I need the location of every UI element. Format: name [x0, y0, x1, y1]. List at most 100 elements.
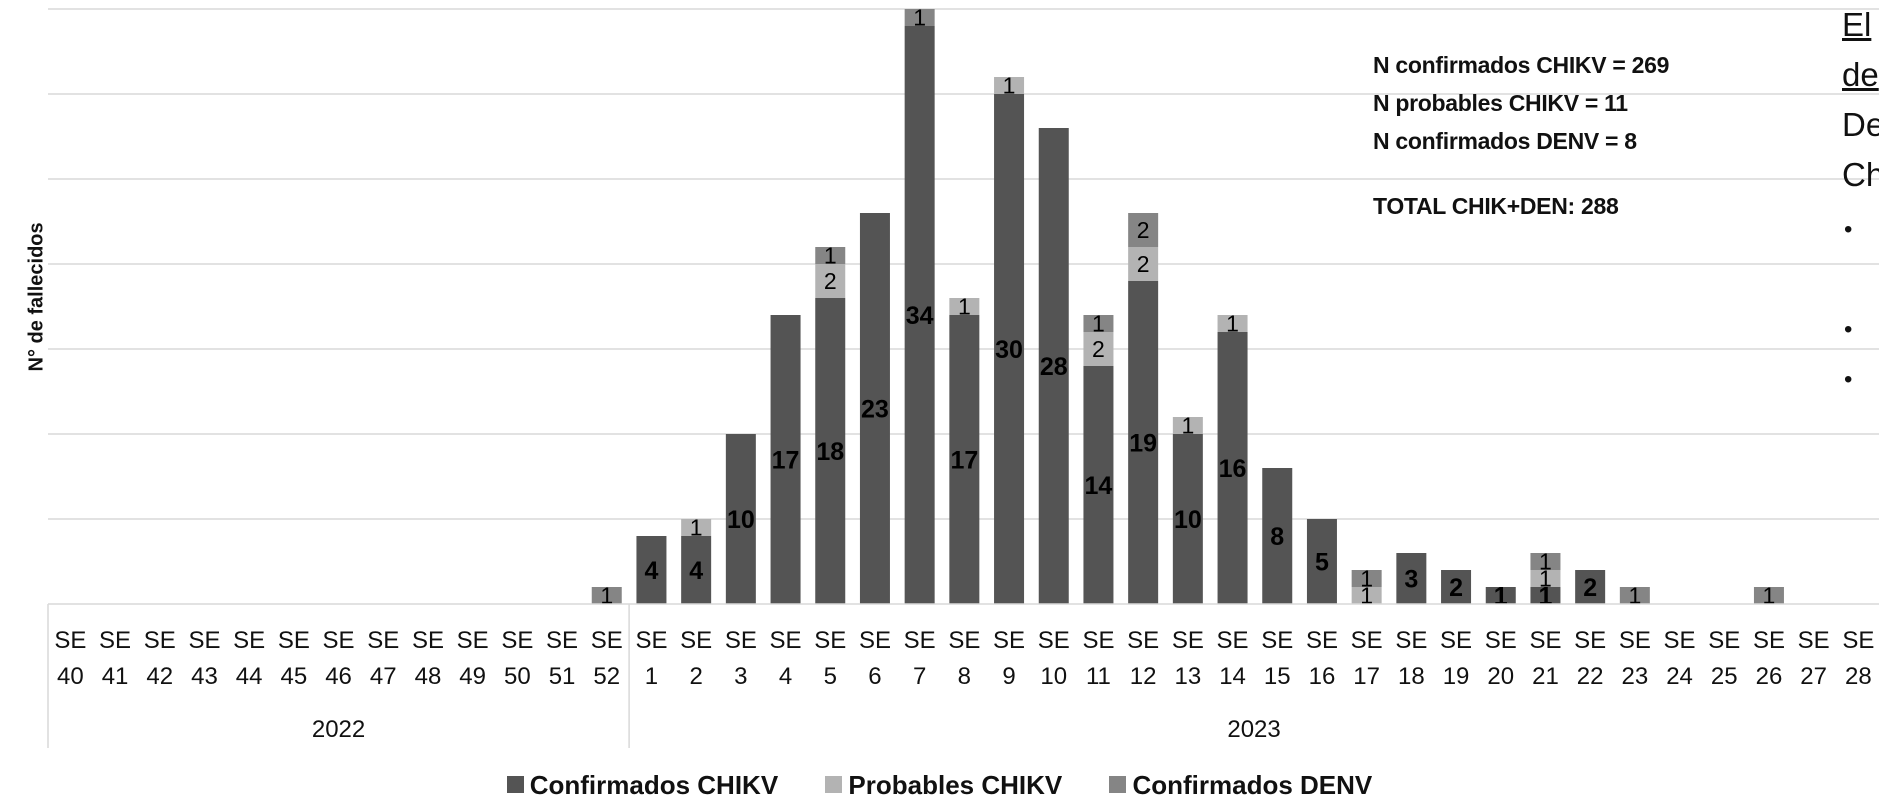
data-label: 3	[1404, 566, 1418, 594]
x-tick-label-se: SE	[412, 627, 444, 654]
bar-segment	[1172, 434, 1203, 604]
x-tick-label-se: SE	[1574, 627, 1606, 654]
x-tick-label-se: SE	[904, 627, 936, 654]
x-tick-label-se: SE	[546, 627, 578, 654]
x-tick-label-week: 9	[1002, 663, 1015, 690]
x-tick-label-se: SE	[1351, 627, 1383, 654]
x-tick-label-se: SE	[1395, 627, 1427, 654]
side-bullet-2: •	[1844, 316, 1853, 343]
x-tick-label-week: 6	[868, 663, 881, 690]
bar-segment	[994, 77, 1025, 94]
legend-label: Probables CHIKV	[848, 770, 1063, 800]
x-tick-label-week: 7	[913, 663, 926, 690]
legend-label: Confirmados CHIKV	[529, 770, 779, 800]
data-label: 2	[1137, 251, 1150, 277]
side-panel-text: El de De Ch • • •	[1842, 6, 1879, 426]
x-tick-label-week: 47	[370, 663, 397, 690]
x-tick-label-se: SE	[144, 627, 176, 654]
side-bullet-1: •	[1844, 216, 1853, 243]
bar-segment	[1083, 366, 1114, 604]
x-tick-label-se: SE	[1842, 627, 1874, 654]
data-label: 2	[824, 268, 837, 294]
bar-segment	[1262, 468, 1293, 604]
x-tick-label-se: SE	[1440, 627, 1472, 654]
data-label: 1	[824, 243, 837, 269]
data-label: 1	[1092, 311, 1105, 337]
bar-segment	[949, 315, 980, 604]
bar-segment	[1351, 570, 1382, 587]
x-tick-label-week: 26	[1756, 663, 1783, 690]
data-label: 17	[772, 447, 800, 475]
x-tick-label-se: SE	[680, 627, 712, 654]
side-bullet-3: •	[1844, 366, 1853, 393]
bar-segment	[1038, 128, 1069, 604]
x-tick-label-week: 42	[146, 663, 173, 690]
bar-segment	[1351, 587, 1382, 604]
data-label: 10	[727, 506, 755, 534]
bar-segment	[1485, 587, 1516, 604]
legend-swatch-probables-chikv	[825, 776, 843, 793]
x-tick-label-se: SE	[1172, 627, 1204, 654]
bar-segment	[1217, 315, 1248, 332]
x-tick-label-week: 23	[1621, 663, 1648, 690]
bar-segment	[815, 247, 846, 264]
data-label: 1	[1539, 549, 1552, 575]
x-tick-label-se: SE	[501, 627, 533, 654]
x-tick-label-se: SE	[1529, 627, 1561, 654]
x-tick-label-se: SE	[725, 627, 757, 654]
data-label: 2	[1449, 574, 1463, 602]
bar-segment	[1128, 247, 1159, 281]
legend-item-confirmados-chikv: Confirmados CHIKV	[506, 770, 779, 801]
x-tick-label-week: 44	[236, 663, 263, 690]
x-tick-label-se: SE	[1708, 627, 1740, 654]
data-label: 28	[1040, 353, 1068, 381]
x-tick-label-se: SE	[1664, 627, 1696, 654]
side-line-1: El	[1842, 6, 1872, 43]
x-tick-label-se: SE	[1261, 627, 1293, 654]
x-tick-label-week: 15	[1264, 663, 1291, 690]
bar-segment	[949, 298, 980, 315]
x-tick-label-week: 50	[504, 663, 531, 690]
data-label: 4	[644, 557, 658, 585]
data-label: 1	[913, 5, 926, 31]
data-label: 14	[1085, 472, 1113, 500]
x-tick-label-se: SE	[1485, 627, 1517, 654]
bar-segment	[1128, 213, 1159, 247]
x-tick-label-week: 10	[1040, 663, 1067, 690]
x-tick-label-week: 19	[1443, 663, 1470, 690]
x-tick-label-se: SE	[993, 627, 1025, 654]
data-label: 1	[1181, 413, 1194, 439]
year-label: 2023	[1227, 716, 1280, 743]
x-tick-label-week: 16	[1309, 663, 1336, 690]
data-label: 30	[995, 336, 1023, 364]
x-tick-label-week: 28	[1845, 663, 1872, 690]
x-tick-label-se: SE	[635, 627, 667, 654]
side-line-4: Ch	[1842, 156, 1879, 193]
n-confirmados-chikv: N confirmados CHIKV = 269	[1373, 52, 1670, 78]
bar-segment	[770, 315, 801, 604]
data-label: 1	[1539, 566, 1552, 592]
x-tick-label-se: SE	[457, 627, 489, 654]
x-tick-label-week: 52	[593, 663, 620, 690]
y-axis-label: N° de fallecidos	[25, 222, 48, 372]
bar-segment	[1396, 553, 1427, 604]
data-label: 8	[1270, 523, 1284, 551]
bar-segment	[904, 26, 935, 604]
x-tick-label-se: SE	[591, 627, 623, 654]
bar-segment	[725, 434, 756, 604]
x-tick-label-week: 8	[958, 663, 971, 690]
x-tick-label-se: SE	[1127, 627, 1159, 654]
bar-segment	[681, 536, 712, 604]
x-tick-label-se: SE	[859, 627, 891, 654]
x-tick-label-week: 12	[1130, 663, 1157, 690]
x-tick-label-week: 20	[1487, 663, 1514, 690]
legend-item-confirmados-denv: Confirmados DENV	[1109, 770, 1372, 801]
data-label: 1	[1226, 311, 1239, 337]
bar-segment	[1172, 417, 1203, 434]
x-tick-label-se: SE	[770, 627, 802, 654]
x-tick-label-se: SE	[1217, 627, 1249, 654]
x-tick-label-week: 45	[280, 663, 307, 690]
data-label: 1	[1360, 566, 1373, 592]
data-label: 1	[1494, 583, 1508, 611]
